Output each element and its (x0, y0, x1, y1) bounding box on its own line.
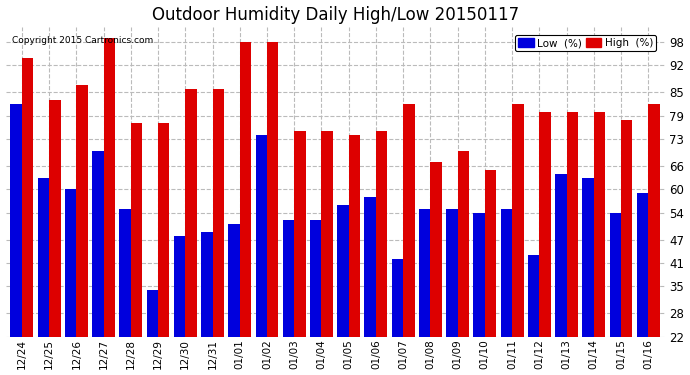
Bar (77, 85, 88, 337)
Bar (104, 38, 115, 337)
Bar (473, 213, 485, 337)
Bar (528, 255, 540, 337)
Bar (364, 197, 376, 337)
Title: Outdoor Humidity Daily High/Low 20150117: Outdoor Humidity Daily High/Low 20150117 (152, 6, 519, 24)
Bar (65, 189, 77, 337)
Bar (609, 213, 621, 337)
Bar (637, 193, 648, 337)
Bar (566, 112, 578, 337)
Bar (294, 131, 306, 337)
Bar (392, 259, 403, 337)
Bar (419, 209, 431, 337)
Bar (555, 174, 566, 337)
Bar (131, 123, 142, 337)
Bar (92, 151, 104, 337)
Bar (267, 42, 279, 337)
Bar (38, 178, 49, 337)
Text: Copyright 2015 Cartronics.com: Copyright 2015 Cartronics.com (12, 36, 153, 45)
Bar (239, 42, 251, 337)
Bar (594, 112, 605, 337)
Bar (146, 290, 158, 337)
Bar (186, 88, 197, 337)
Legend: Low  (%), High  (%): Low (%), High (%) (515, 35, 656, 51)
Bar (348, 135, 360, 337)
Bar (49, 100, 61, 337)
Bar (283, 220, 294, 337)
Bar (322, 131, 333, 337)
Bar (582, 178, 594, 337)
Bar (158, 123, 170, 337)
Bar (201, 232, 213, 337)
Bar (540, 112, 551, 337)
Bar (457, 151, 469, 337)
Bar (310, 220, 322, 337)
Bar (337, 205, 348, 337)
Bar (119, 209, 131, 337)
Bar (228, 224, 239, 337)
Bar (648, 104, 660, 337)
Bar (431, 162, 442, 337)
Bar (621, 120, 633, 337)
Bar (10, 104, 22, 337)
Bar (446, 209, 457, 337)
Bar (376, 131, 387, 337)
Bar (512, 104, 524, 337)
Bar (403, 104, 415, 337)
Bar (22, 57, 33, 337)
Bar (255, 135, 267, 337)
Bar (213, 88, 224, 337)
Bar (485, 170, 496, 337)
Bar (501, 209, 512, 337)
Bar (174, 236, 186, 337)
